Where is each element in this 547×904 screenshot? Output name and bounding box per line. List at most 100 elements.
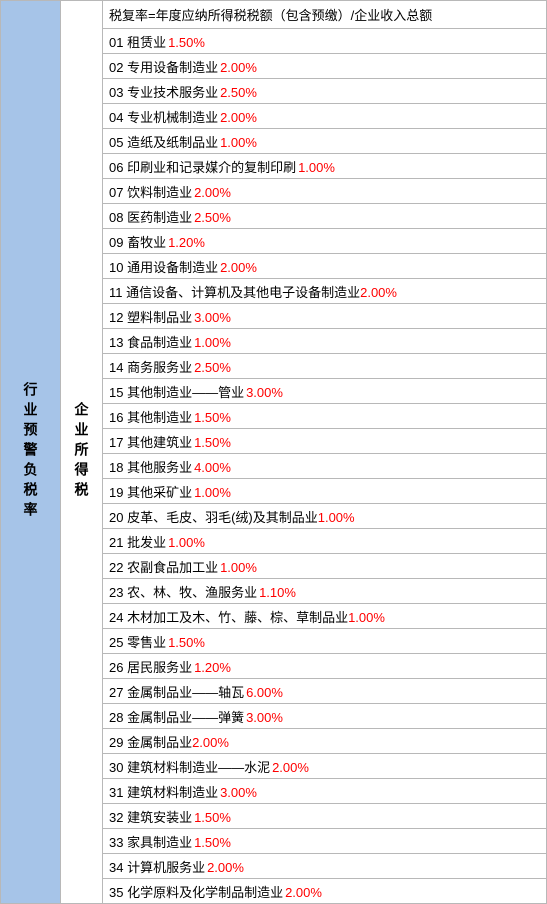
content-column: 税复率=年度应纳所得税税额（包含预缴）/企业收入总额 01 租赁业 1.50%0… (103, 1, 546, 903)
row-label: 34 计算机服务业 (109, 857, 205, 876)
row-rate: 1.20% (168, 235, 205, 250)
table-row: 30 建筑材料制造业——水泥 2.00% (103, 754, 546, 779)
row-rate: 3.00% (246, 385, 283, 400)
row-label: 28 金属制品业——弹簧 (109, 707, 244, 726)
row-label: 15 其他制造业——管业 (109, 382, 244, 401)
row-label: 30 建筑材料制造业——水泥 (109, 757, 270, 776)
table-row: 24 木材加工及木、竹、藤、棕、草制品业1.00% (103, 604, 546, 629)
table-row: 16 其他制造业 1.50% (103, 404, 546, 429)
row-label: 29 金属制品业 (109, 732, 192, 751)
row-label: 32 建筑安装业 (109, 807, 192, 826)
left-header-text: 行业预警负税率 (21, 382, 41, 522)
row-rate: 4.00% (194, 460, 231, 475)
row-label: 08 医药制造业 (109, 207, 192, 226)
row-label: 06 印刷业和记录媒介的复制印刷 (109, 157, 296, 176)
row-label: 26 居民服务业 (109, 657, 192, 676)
row-rate: 3.00% (246, 710, 283, 725)
row-rate: 1.00% (194, 335, 231, 350)
row-label: 21 批发业 (109, 532, 166, 551)
row-rate: 1.50% (168, 35, 205, 50)
table-row: 10 通用设备制造业 2.00% (103, 254, 546, 279)
mid-header-column: 企业所得税 (61, 1, 103, 903)
row-label: 18 其他服务业 (109, 457, 192, 476)
row-rate: 2.00% (207, 860, 244, 875)
table-row: 25 零售业 1.50% (103, 629, 546, 654)
row-label: 25 零售业 (109, 632, 166, 651)
row-rate: 1.10% (259, 585, 296, 600)
row-rate: 1.50% (194, 810, 231, 825)
row-label: 07 饮料制造业 (109, 182, 192, 201)
row-label: 23 农、林、牧、渔服务业 (109, 582, 257, 601)
row-rate: 6.00% (246, 685, 283, 700)
row-label: 14 商务服务业 (109, 357, 192, 376)
row-rate: 1.50% (194, 835, 231, 850)
table-row: 32 建筑安装业 1.50% (103, 804, 546, 829)
table-row: 27 金属制品业——轴瓦 6.00% (103, 679, 546, 704)
row-rate: 2.50% (194, 360, 231, 375)
table-row: 09 畜牧业 1.20% (103, 229, 546, 254)
row-label: 10 通用设备制造业 (109, 257, 218, 276)
table-row: 06 印刷业和记录媒介的复制印刷 1.00% (103, 154, 546, 179)
table-row: 17 其他建筑业 1.50% (103, 429, 546, 454)
row-rate: 1.00% (220, 560, 257, 575)
table-row: 11 通信设备、计算机及其他电子设备制造业2.00% (103, 279, 546, 304)
table-row: 23 农、林、牧、渔服务业 1.10% (103, 579, 546, 604)
row-rate: 1.50% (194, 410, 231, 425)
row-rate: 1.50% (168, 635, 205, 650)
table-row: 02 专用设备制造业 2.00% (103, 54, 546, 79)
table-row: 33 家具制造业 1.50% (103, 829, 546, 854)
row-rate: 2.00% (220, 260, 257, 275)
row-rate: 2.00% (360, 285, 397, 300)
table-row: 13 食品制造业 1.00% (103, 329, 546, 354)
table-row: 19 其他采矿业 1.00% (103, 479, 546, 504)
row-rate: 2.50% (194, 210, 231, 225)
row-rate: 1.00% (298, 160, 335, 175)
row-rate: 2.00% (192, 735, 229, 750)
row-rate: 2.00% (285, 885, 322, 900)
table-row: 12 塑料制品业 3.00% (103, 304, 546, 329)
row-label: 17 其他建筑业 (109, 432, 192, 451)
row-label: 02 专用设备制造业 (109, 57, 218, 76)
table-row: 31 建筑材料制造业 3.00% (103, 779, 546, 804)
row-label: 27 金属制品业——轴瓦 (109, 682, 244, 701)
left-header-column: 行业预警负税率 (1, 1, 61, 903)
row-rate: 1.00% (220, 135, 257, 150)
row-label: 31 建筑材料制造业 (109, 782, 218, 801)
row-rate: 3.00% (220, 785, 257, 800)
formula-row: 税复率=年度应纳所得税税额（包含预缴）/企业收入总额 (103, 1, 546, 29)
table-row: 22 农副食品加工业 1.00% (103, 554, 546, 579)
row-rate: 3.00% (194, 310, 231, 325)
table-row: 35 化学原料及化学制品制造业 2.00% (103, 879, 546, 903)
row-rate: 2.00% (272, 760, 309, 775)
table-row: 21 批发业 1.00% (103, 529, 546, 554)
table-row: 34 计算机服务业 2.00% (103, 854, 546, 879)
row-label: 03 专业技术服务业 (109, 82, 218, 101)
table-row: 08 医药制造业 2.50% (103, 204, 546, 229)
table-row: 01 租赁业 1.50% (103, 29, 546, 54)
row-label: 13 食品制造业 (109, 332, 192, 351)
table-row: 07 饮料制造业 2.00% (103, 179, 546, 204)
row-label: 12 塑料制品业 (109, 307, 192, 326)
row-rate: 1.50% (194, 435, 231, 450)
row-label: 19 其他采矿业 (109, 482, 192, 501)
row-label: 24 木材加工及木、竹、藤、棕、草制品业 (109, 607, 348, 626)
row-rate: 1.00% (168, 535, 205, 550)
row-label: 09 畜牧业 (109, 232, 166, 251)
mid-header-text: 企业所得税 (72, 402, 92, 502)
row-label: 20 皮革、毛皮、羽毛(绒)及其制品业 (109, 507, 318, 526)
row-label: 33 家具制造业 (109, 832, 192, 851)
row-rate: 2.00% (220, 110, 257, 125)
row-label: 16 其他制造业 (109, 407, 192, 426)
row-label: 22 农副食品加工业 (109, 557, 218, 576)
row-rate: 2.50% (220, 85, 257, 100)
row-rate: 2.00% (220, 60, 257, 75)
row-label: 11 通信设备、计算机及其他电子设备制造业 (109, 282, 360, 301)
table-row: 05 造纸及纸制品业 1.00% (103, 129, 546, 154)
table-row: 04 专业机械制造业 2.00% (103, 104, 546, 129)
row-label: 04 专业机械制造业 (109, 107, 218, 126)
table-row: 14 商务服务业 2.50% (103, 354, 546, 379)
table-row: 20 皮革、毛皮、羽毛(绒)及其制品业1.00% (103, 504, 546, 529)
table-row: 28 金属制品业——弹簧 3.00% (103, 704, 546, 729)
row-rate: 1.00% (318, 510, 355, 525)
row-rate: 1.00% (348, 610, 385, 625)
